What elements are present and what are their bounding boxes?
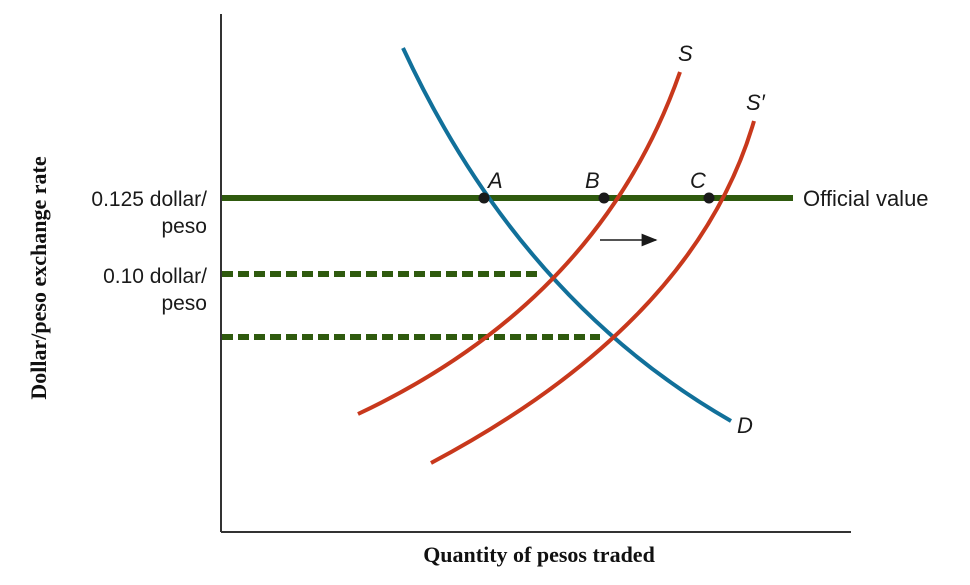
rate-label-0125-line1: 0.125 dollar/	[91, 188, 207, 211]
y-axis-title: Dollar/peso exchange rate	[26, 156, 51, 399]
point-a-marker	[478, 192, 490, 204]
supply-shifted-curve	[430, 120, 756, 465]
supply-shifted-label: S′	[746, 90, 766, 115]
demand-label: D	[737, 413, 753, 438]
x-axis-title: Quantity of pesos traded	[423, 542, 655, 567]
point-b-marker	[598, 192, 610, 204]
rate-label-010-line2: peso	[161, 292, 207, 315]
point-c-marker	[703, 192, 715, 204]
official-value-label: Official value	[803, 186, 929, 211]
supply-curve	[357, 71, 682, 416]
point-b-label: B	[585, 168, 600, 193]
demand-curve	[401, 47, 732, 423]
point-c-label: C	[690, 168, 706, 193]
supply-label: S	[678, 41, 693, 66]
point-a-label: A	[486, 168, 503, 193]
rate-label-010-line1: 0.10 dollar/	[103, 265, 207, 288]
rate-label-0125-line2: peso	[161, 215, 207, 238]
